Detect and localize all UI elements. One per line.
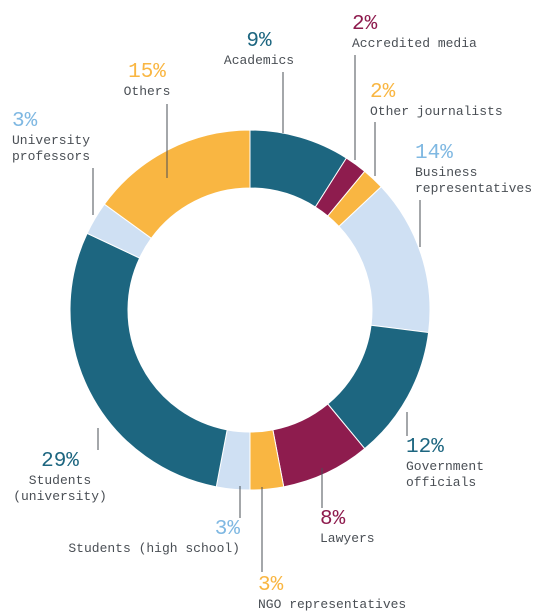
percent-label: 2% <box>370 81 396 104</box>
segment-label: 2% Other journalists <box>370 82 520 120</box>
percent-label: 29% <box>41 450 79 473</box>
category-label: Accredited media <box>352 36 477 51</box>
segment-label: 14% Business representatives <box>415 143 536 197</box>
segment-label: 3% NGO representatives <box>258 575 448 613</box>
percent-label: 14% <box>415 142 453 165</box>
segment-label: 8% Lawyers <box>320 509 420 547</box>
segment-label: 9% Academics <box>204 31 314 69</box>
category-label: Government officials <box>406 459 485 490</box>
category-label: Students (university) <box>13 473 107 504</box>
segment-label: 15% Others <box>97 62 197 100</box>
category-label: Business representatives <box>415 165 533 196</box>
percent-label: 15% <box>128 61 166 84</box>
donut-segment <box>103 129 251 239</box>
percent-label: 3% <box>258 574 284 597</box>
segment-label: 2% Accredited media <box>352 14 502 52</box>
segment-label: 3% Students (high school) <box>40 519 240 557</box>
segment-label: 3% University professors <box>12 111 104 165</box>
category-label: Others <box>123 84 171 99</box>
percent-label: 8% <box>320 508 346 531</box>
category-label: Other journalists <box>370 104 503 119</box>
category-label: NGO representatives <box>258 597 407 612</box>
percent-label: 9% <box>246 30 272 53</box>
category-label: University professors <box>12 133 91 164</box>
percent-label: 2% <box>352 13 378 36</box>
category-label: Students (high school) <box>68 541 240 556</box>
category-label: Lawyers <box>320 531 375 546</box>
segment-label: 12% Government officials <box>406 437 516 491</box>
donut-segment <box>69 232 228 488</box>
percent-label: 3% <box>214 518 240 541</box>
category-label: Academics <box>223 53 295 68</box>
percent-label: 12% <box>406 436 444 459</box>
segment-label: 29% Students (university) <box>10 451 110 505</box>
percent-label: 3% <box>12 110 38 133</box>
